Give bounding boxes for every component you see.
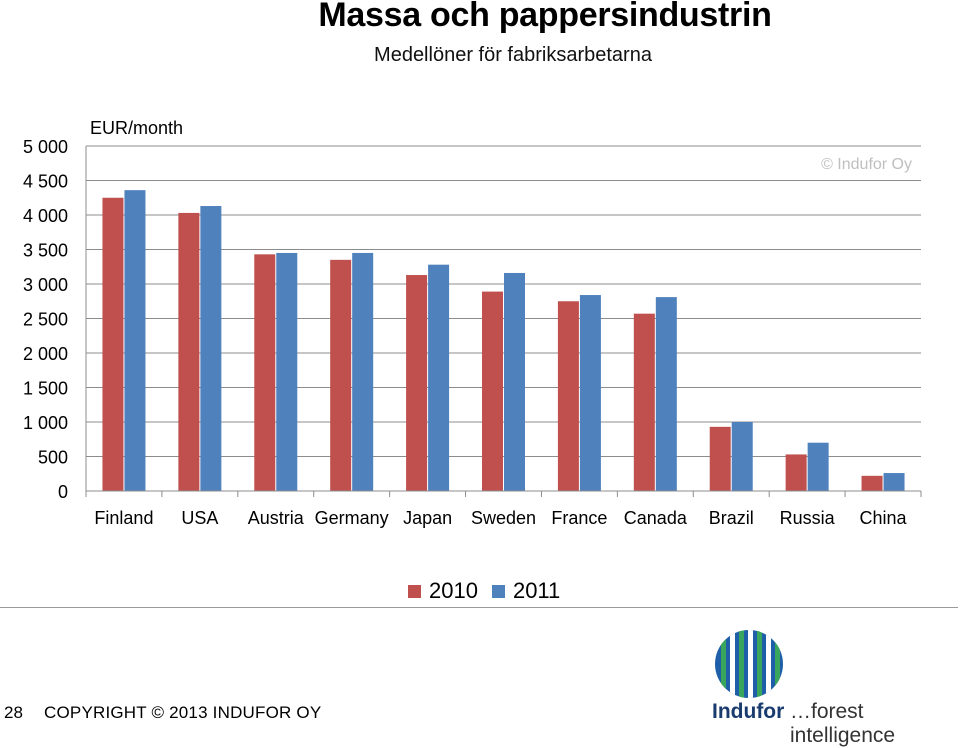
y-tick-label: 2 500 [23,310,68,330]
bar-2011-usa [200,206,222,491]
legend-item-2011: 2011 [491,578,561,604]
bar-2010-usa [178,212,200,491]
logo-tagline: …forest intelligence [790,700,896,747]
chart-legend: 2010 2011 [408,578,574,604]
y-tick-label: 0 [58,482,68,502]
grid-lines [86,145,921,457]
x-tick-labels: Finland USA Austria Germany Japan Sweden Franc… [94,508,907,528]
x-tick-label: Japan [403,508,452,528]
bar-2010-germany [330,259,352,491]
bar-2010-brazil [709,426,731,491]
y-tick-label: 2 000 [23,344,68,364]
slide-number: 28 [4,703,23,722]
y-tick-label: 3 500 [23,241,68,261]
legend-swatch-2011 [491,584,505,598]
bar-2011-germany [352,252,374,491]
y-axis-unit-label: EUR/month [90,118,183,138]
x-tick-label: France [551,508,607,528]
bar-2011-finland [124,190,146,491]
bar-chart: 0 500 1 000 1 500 2 000 2 500 3 000 3 500 4 000 4… [23,118,922,528]
legend-label-2010: 2010 [429,578,478,603]
x-tick-label: Sweden [471,508,536,528]
y-tick-labels: 0 500 1 000 1 500 2 000 2 500 3 000 3 500 4 000 4… [23,137,68,502]
x-tick-label: USA [181,508,218,528]
legend-swatch-2010 [408,584,421,598]
x-tick-label: Austria [248,508,305,528]
legend-item-2010: 2010 [408,578,478,604]
bar-2011-china [883,473,905,491]
bar-2011-sweden [504,272,525,491]
bar-2010-canada [633,313,655,491]
y-tick-label: 1 000 [23,413,68,433]
page-title: Massa och pappersindustrin [318,0,772,34]
bar-2011-canada [655,297,677,491]
bar-2010-france [557,301,579,491]
y-tick-label: 5 000 [23,137,68,157]
y-tick-label: 4 000 [23,206,68,226]
bar-2010-sweden [482,291,503,491]
x-tick-label: Russia [780,508,836,528]
bar-2011-russia [807,442,829,491]
bar-2010-russia [785,454,807,491]
footer-divider [0,607,958,608]
bar-2011-brazil [731,422,753,491]
page-subtitle: Medellöner för fabriksarbetarna [374,44,652,66]
bar-2010-japan [406,275,428,491]
axes [85,146,922,497]
bar-2011-france [579,295,601,491]
copyright-text: COPYRIGHT © 2013 INDUFOR OY [44,703,322,722]
x-tick-label: Germany [315,508,389,528]
x-tick-label: Finland [94,508,153,528]
y-tick-label: 1 500 [23,379,68,399]
y-tick-label: 4 500 [23,172,68,192]
bar-2011-japan [428,264,450,491]
legend-label-2011: 2011 [512,578,561,603]
y-tick-label: 500 [38,448,68,468]
bar-2010-austria [254,254,276,491]
bar-2010-finland [102,197,124,491]
bar-2010-china [861,475,883,491]
x-tick-label: China [860,508,908,528]
indufor-globe-icon [715,630,783,698]
y-tick-label: 3 000 [23,275,68,295]
bar-2011-austria [276,252,298,491]
x-tick-label: Canada [624,508,688,528]
watermark-label: © Indufor Oy [821,156,912,173]
x-tick-label: Brazil [709,508,754,528]
logo-wordmark: Indufor [712,700,785,723]
bars [102,190,905,491]
